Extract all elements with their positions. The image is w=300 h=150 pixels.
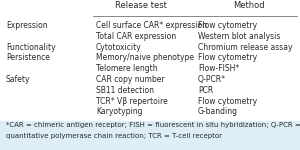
Text: Expression: Expression	[6, 21, 48, 30]
Text: Cytotoxicity: Cytotoxicity	[96, 43, 142, 52]
Text: Cell surface CAR* expression: Cell surface CAR* expression	[96, 21, 207, 30]
Text: Flow cytometry: Flow cytometry	[198, 53, 257, 62]
Text: PCR: PCR	[198, 86, 213, 95]
Text: TCR* Vβ repertoire: TCR* Vβ repertoire	[96, 97, 168, 106]
Text: Method: Method	[233, 1, 265, 10]
Text: Total CAR expression: Total CAR expression	[96, 32, 176, 41]
Text: G-banding: G-banding	[198, 107, 238, 116]
Text: *CAR = chimeric antigen receptor; FISH = fluorescent in situ hybridization; Q-PC: *CAR = chimeric antigen receptor; FISH =…	[6, 122, 300, 128]
Text: Flow cytometry: Flow cytometry	[198, 21, 257, 30]
Text: SB11 detection: SB11 detection	[96, 86, 154, 95]
Text: Telomere length: Telomere length	[96, 64, 158, 73]
FancyBboxPatch shape	[0, 0, 300, 121]
Text: CAR copy number: CAR copy number	[96, 75, 165, 84]
FancyBboxPatch shape	[0, 121, 300, 150]
Text: Western blot analysis: Western blot analysis	[198, 32, 280, 41]
Text: Karyotyping: Karyotyping	[96, 107, 142, 116]
Text: Chromium release assay: Chromium release assay	[198, 43, 292, 52]
Text: Q-PCR*: Q-PCR*	[198, 75, 226, 84]
Text: Release test: Release test	[115, 1, 167, 10]
Text: Persistence: Persistence	[6, 53, 50, 62]
Text: Flow-FISH*: Flow-FISH*	[198, 64, 239, 73]
Text: quantitative polymerase chain reaction; TCR = T-cell receptor: quantitative polymerase chain reaction; …	[6, 133, 222, 139]
Text: Flow cytometry: Flow cytometry	[198, 97, 257, 106]
Text: Safety: Safety	[6, 75, 31, 84]
Text: Memory/naive phenotype: Memory/naive phenotype	[96, 53, 194, 62]
Text: Functionality: Functionality	[6, 43, 56, 52]
